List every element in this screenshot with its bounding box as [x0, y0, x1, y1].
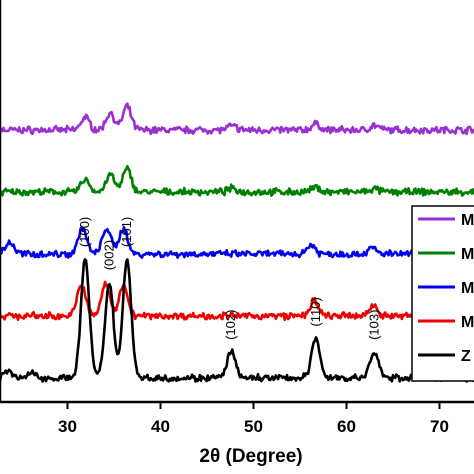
peak-label-3: (102) — [223, 310, 238, 340]
series-traces — [0, 102, 474, 383]
legend-label-0: M — [461, 212, 474, 229]
x-tick-label-2: 50 — [244, 417, 263, 436]
x-tick-label-1: 40 — [151, 417, 170, 436]
series-line-1 — [0, 164, 474, 197]
series-line-3 — [0, 280, 474, 322]
peak-label-5: (103) — [366, 310, 381, 340]
legend-label-3: M — [461, 314, 474, 331]
x-axis-ticks: 30 40 50 60 70 — [58, 402, 449, 436]
x-tick-label-0: 30 — [58, 417, 77, 436]
legend-label-2: M — [461, 280, 474, 297]
x-axis-title: 2θ (Degree) — [199, 446, 302, 467]
plot-frame — [0, 0, 474, 404]
series-line-4 — [0, 258, 474, 383]
peak-label-2: (101) — [119, 217, 134, 247]
x-tick-label-3: 60 — [337, 417, 356, 436]
peak-label-0: (100) — [77, 217, 92, 247]
legend-label-1: M — [461, 246, 474, 263]
series-line-2 — [0, 225, 474, 259]
legend-label-4: Z — [461, 348, 471, 365]
series-line-0 — [0, 102, 474, 136]
x-tick-label-4: 70 — [430, 417, 449, 436]
legend-box — [411, 205, 474, 382]
peak-label-1: (002) — [101, 240, 116, 270]
peak-label-4: (110) — [308, 297, 323, 326]
